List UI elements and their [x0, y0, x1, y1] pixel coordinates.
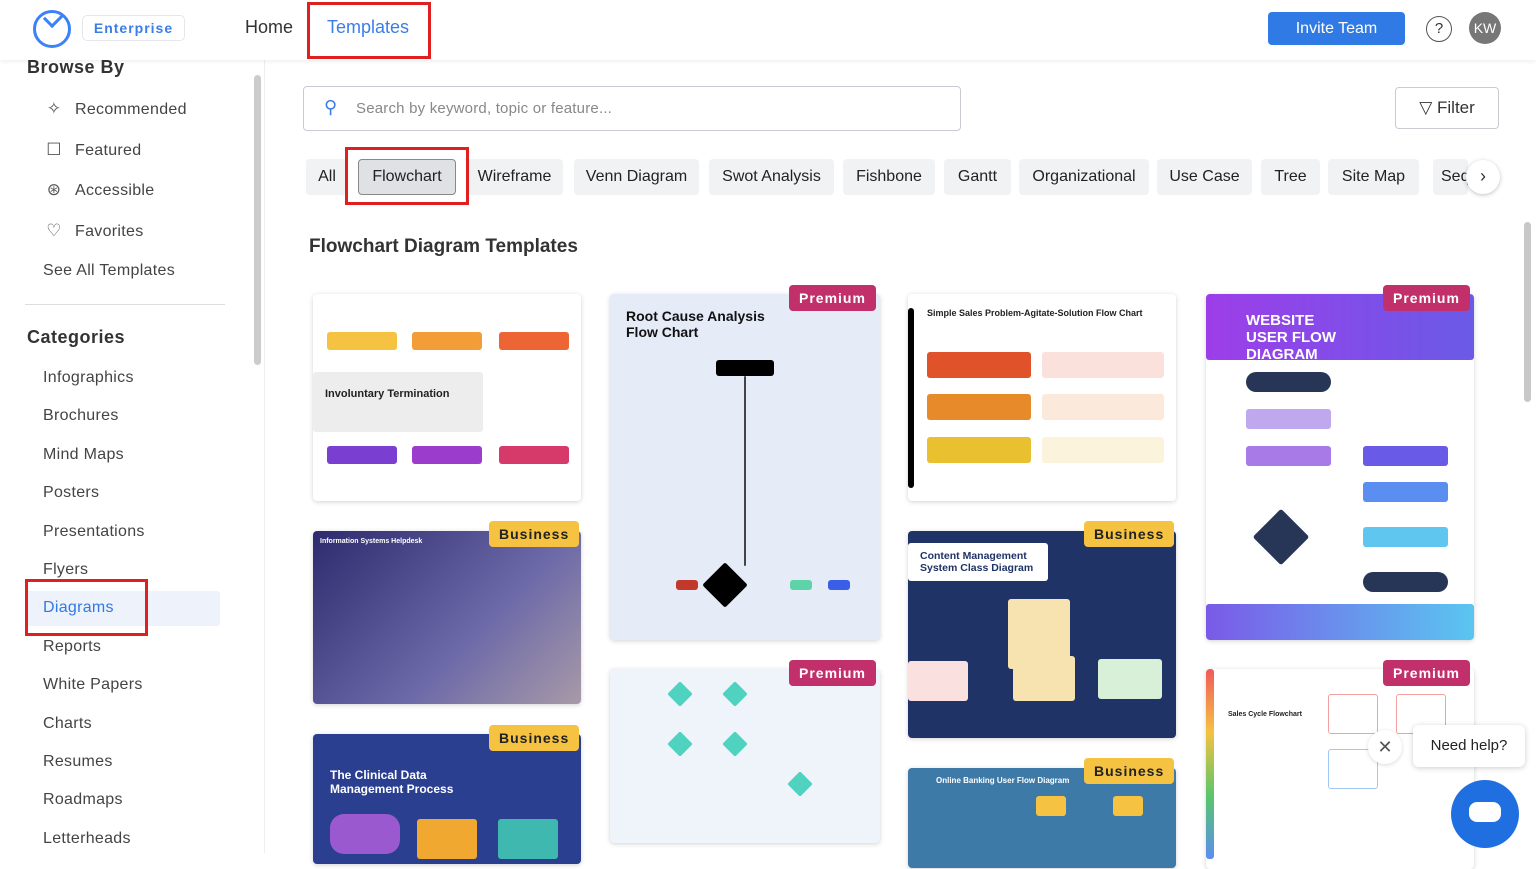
browse-by-heading: Browse By	[27, 57, 125, 77]
sidebar-item-brochures[interactable]: Brochures	[43, 407, 119, 425]
need-help-bubble[interactable]: Need help?	[1413, 725, 1525, 767]
accessible-icon: ⊛	[46, 180, 62, 199]
close-icon[interactable]: ✕	[1368, 730, 1402, 764]
premium-badge: Premium	[789, 285, 876, 311]
template-card[interactable]: Involuntary Termination	[313, 294, 581, 501]
sidebar-item-charts[interactable]: Charts	[43, 714, 92, 732]
chip-seq[interactable]: Seq	[1433, 159, 1468, 195]
chip-all[interactable]: All	[306, 159, 348, 195]
sidebar-item-posters[interactable]: Posters	[43, 484, 100, 502]
template-title: Information Systems Helpdesk	[320, 538, 423, 545]
avatar[interactable]: KW	[1469, 12, 1501, 44]
selected-bg	[25, 591, 220, 626]
categories-heading: Categories	[27, 327, 126, 347]
divider	[25, 304, 225, 305]
template-title: Online Banking User Flow Diagram	[936, 776, 1070, 785]
invite-team-button[interactable]: Invite Team	[1268, 12, 1405, 45]
search-input[interactable]: ⚲ Search by keyword, topic or feature...	[303, 86, 961, 131]
sidebar-scrollbar[interactable]	[254, 75, 261, 365]
chevron-right-icon[interactable]: ›	[1466, 160, 1500, 194]
featured-icon: ☐	[46, 140, 62, 159]
label: Accessible	[75, 182, 155, 199]
sidebar-item-infographics[interactable]: Infographics	[43, 369, 134, 386]
label: Favorites	[75, 223, 144, 240]
sidebar-item-mind-maps[interactable]: Mind Maps	[43, 445, 124, 463]
template-card[interactable]: Information Systems Helpdesk	[313, 531, 581, 704]
sidebar-item-accessible[interactable]: ⊛ Accessible	[43, 180, 154, 200]
business-badge: Business	[489, 521, 580, 547]
logo-icon[interactable]	[33, 10, 71, 48]
sidebar-item-featured[interactable]: ☐ Featured	[43, 140, 141, 160]
template-title: Root Cause Analysis Flow Chart	[626, 308, 765, 340]
label: Featured	[75, 142, 142, 159]
help-icon[interactable]: ?	[1426, 16, 1452, 42]
heart-icon: ♡	[46, 221, 62, 240]
business-badge: Business	[489, 725, 580, 751]
filter-icon: ▽	[1419, 98, 1437, 117]
top-bar: Enterprise Home Templates Invite Team ? …	[0, 0, 1536, 60]
label: Recommended	[75, 101, 187, 118]
sidebar-item-roadmaps[interactable]: Roadmaps	[43, 791, 123, 809]
chip-gantt[interactable]: Gantt	[944, 159, 1011, 195]
template-title: Content Management System Class Diagram	[920, 550, 1034, 574]
premium-badge: Premium	[1383, 660, 1470, 686]
template-title: Involuntary Termination	[325, 388, 450, 400]
nav-home[interactable]: Home	[245, 17, 294, 37]
search-placeholder: Search by keyword, topic or feature...	[356, 100, 613, 117]
sidebar-item-flyers[interactable]: Flyers	[43, 561, 89, 578]
chip-use-case[interactable]: Use Case	[1157, 159, 1252, 195]
template-title: Simple Sales Problem-Agitate-Solution Fl…	[927, 308, 1143, 318]
section-title: Flowchart Diagram Templates	[309, 236, 578, 257]
premium-badge: Premium	[1383, 285, 1470, 311]
business-badge: Business	[1084, 758, 1175, 784]
template-card[interactable]: Sales Cycle Flowchart	[1206, 669, 1474, 869]
template-title: WEBSITE USER FLOW DIAGRAM	[1246, 312, 1336, 363]
template-card[interactable]: WEBSITE USER FLOW DIAGRAM	[1206, 294, 1474, 640]
main-scrollbar[interactable]	[1524, 222, 1531, 402]
template-card[interactable]	[610, 669, 880, 843]
highlight-box	[25, 579, 148, 636]
see-all-templates-link[interactable]: See All Templates	[43, 262, 175, 279]
chip-tree[interactable]: Tree	[1261, 159, 1320, 195]
chip-swot-analysis[interactable]: Swot Analysis	[709, 159, 834, 195]
business-badge: Business	[1084, 521, 1175, 547]
chat-button[interactable]	[1451, 780, 1519, 848]
sidebar-item-reports[interactable]: Reports	[43, 637, 102, 655]
template-title: Sales Cycle Flowchart	[1228, 711, 1302, 718]
sidebar-item-resumes[interactable]: Resumes	[43, 753, 113, 770]
search-icon: ⚲	[324, 97, 338, 117]
premium-badge: Premium	[789, 660, 876, 686]
sidebar	[0, 60, 265, 853]
highlight-box	[345, 147, 469, 205]
filter-button[interactable]: ▽ Filter	[1395, 87, 1499, 129]
enterprise-badge: Enterprise	[82, 15, 185, 41]
nav-templates[interactable]: Templates	[327, 17, 410, 37]
chip-venn-diagram[interactable]: Venn Diagram	[574, 159, 699, 195]
chip-site-map[interactable]: Site Map	[1328, 159, 1419, 195]
template-card[interactable]: Content Management System Class Diagram	[908, 531, 1176, 738]
template-card[interactable]: Online Banking User Flow Diagram	[908, 768, 1176, 868]
filter-label: Filter	[1437, 98, 1475, 117]
chip-flowchart[interactable]: Flowchart	[358, 159, 456, 195]
sidebar-item-presentations[interactable]: Presentations	[43, 522, 145, 540]
sidebar-item-letterheads[interactable]: Letterheads	[43, 829, 131, 847]
template-title: The Clinical Data Management Process	[330, 768, 454, 796]
template-card[interactable]: Simple Sales Problem-Agitate-Solution Fl…	[908, 294, 1176, 501]
sparkles-icon: ✧	[46, 99, 62, 118]
chip-fishbone[interactable]: Fishbone	[843, 159, 935, 195]
template-card[interactable]: The Clinical Data Management Process	[313, 734, 581, 864]
template-card[interactable]: Root Cause Analysis Flow Chart	[610, 294, 880, 640]
sidebar-item-white-papers[interactable]: White Papers	[43, 676, 143, 694]
chip-organizational[interactable]: Organizational	[1019, 159, 1149, 195]
sidebar-item-favorites[interactable]: ♡ Favorites	[43, 221, 144, 241]
highlight-box	[307, 2, 431, 59]
chip-wireframe[interactable]: Wireframe	[466, 159, 563, 195]
sidebar-item-recommended[interactable]: ✧ Recommended	[43, 99, 187, 119]
sidebar-item-diagrams[interactable]: Diagrams	[43, 599, 114, 617]
